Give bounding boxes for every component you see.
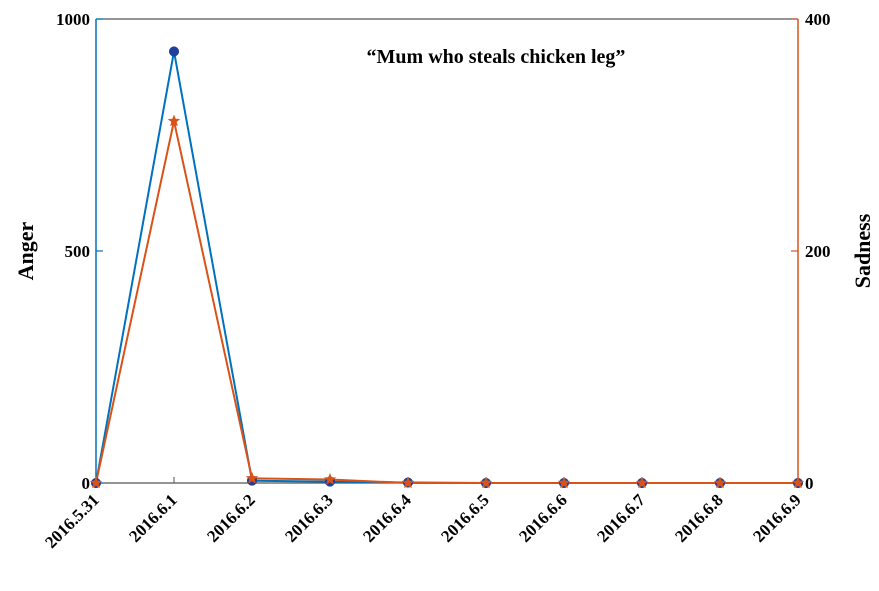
x-tick-label: 2016.6.5 xyxy=(437,490,493,546)
chart-title: “Mum who steals chicken leg” xyxy=(367,46,626,68)
sadness-data-point xyxy=(167,114,181,127)
sadness-data-point xyxy=(713,476,727,489)
x-tick-label: 2016.6.9 xyxy=(749,490,805,546)
anger-data-point xyxy=(168,46,180,57)
sadness-series-line xyxy=(95,120,798,484)
sadness-data-point xyxy=(401,476,415,489)
right-axis-title: Sadness xyxy=(850,213,875,288)
x-tick-label: 2016.6.3 xyxy=(281,490,337,546)
left-axis-title: Anger xyxy=(13,221,38,280)
x-tick-label: 2016.5.31 xyxy=(41,490,103,552)
right-y-tick-label: 400 xyxy=(805,10,831,29)
left-y-tick-label: 1000 xyxy=(56,10,90,29)
right-y-tick-label: 0 xyxy=(805,474,814,493)
sadness-data-point xyxy=(323,472,337,485)
left-y-tick-label: 500 xyxy=(65,242,91,261)
x-tick-label: 2016.6.2 xyxy=(203,490,259,546)
x-tick-label: 2016.6.7 xyxy=(593,490,649,546)
sadness-data-point xyxy=(635,476,649,489)
x-tick-label: 2016.6.8 xyxy=(671,490,727,546)
x-tick-label: 2016.6.6 xyxy=(515,490,571,546)
sadness-data-point xyxy=(557,476,571,489)
x-tick-label: 2016.6.1 xyxy=(125,490,181,546)
sadness-data-point xyxy=(245,471,259,484)
sadness-data-point xyxy=(479,476,493,489)
right-y-tick-label: 200 xyxy=(805,242,831,261)
anger-series-line xyxy=(95,51,798,484)
sadness-data-point xyxy=(791,476,805,489)
x-tick-label: 2016.6.4 xyxy=(359,490,415,546)
left-y-tick-label: 0 xyxy=(82,474,91,493)
plot-area: 0 500 1000 0 200 400 2016.5.31 2016.6.1 2016.6.2… xyxy=(41,10,830,552)
sadness-data-point xyxy=(89,476,103,489)
